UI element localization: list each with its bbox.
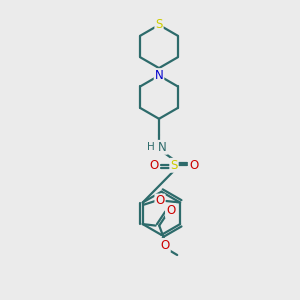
Text: O: O	[160, 239, 170, 252]
Text: O: O	[166, 204, 175, 217]
Text: O: O	[189, 159, 198, 172]
Text: N: N	[154, 69, 164, 82]
Text: S: S	[155, 18, 163, 32]
Text: O: O	[150, 159, 159, 172]
Text: O: O	[155, 194, 165, 208]
Text: S: S	[170, 159, 178, 172]
Text: N: N	[158, 141, 167, 154]
Text: H: H	[147, 142, 154, 152]
